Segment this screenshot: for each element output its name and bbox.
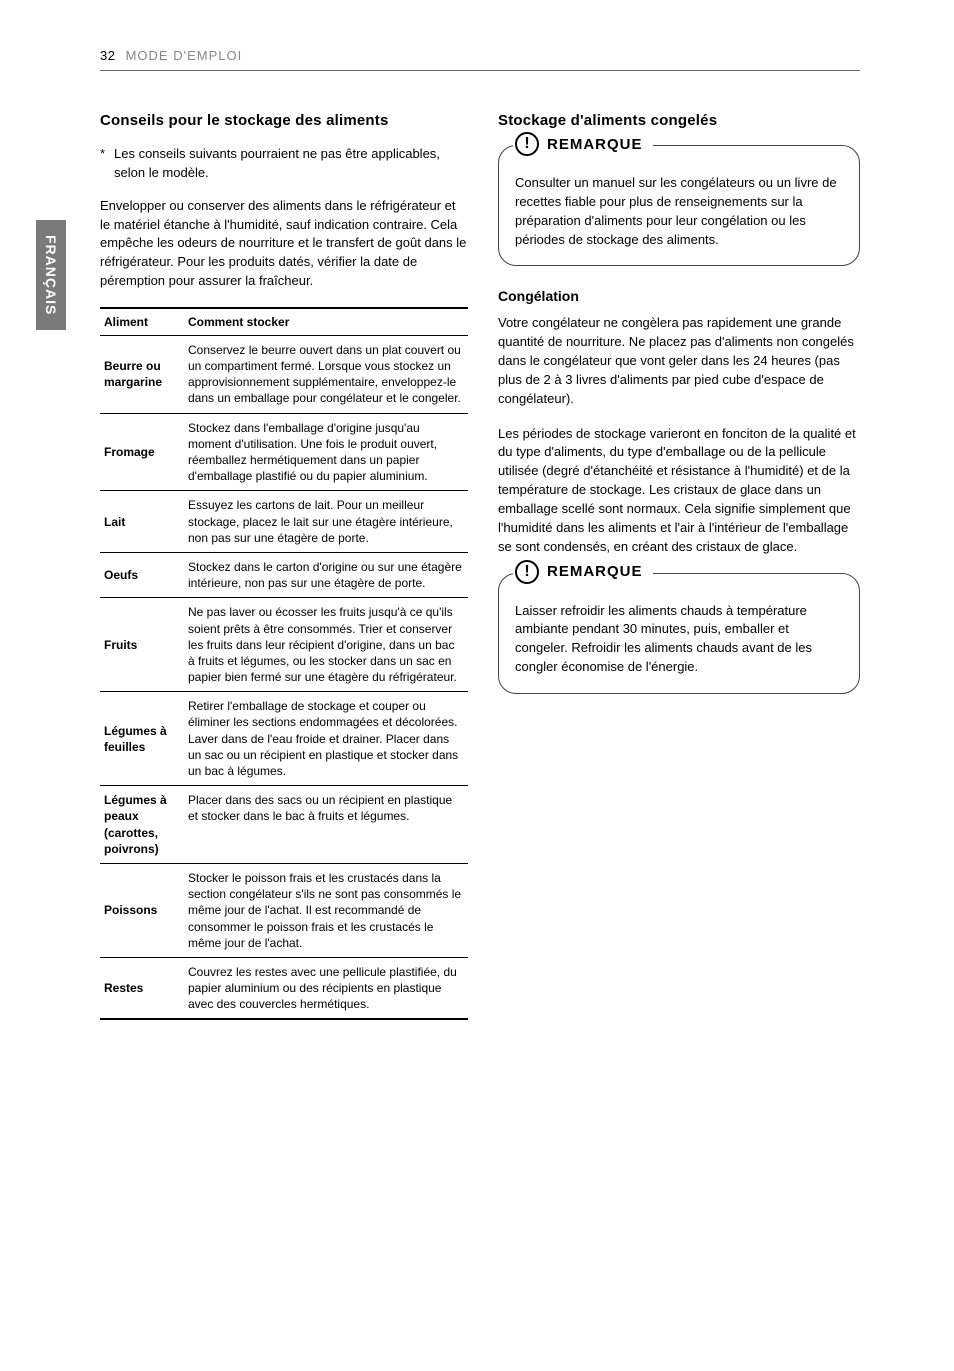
table-row: Restes Couvrez les restes avec une pelli…	[100, 957, 468, 1019]
left-column: Conseils pour le stockage des aliments *…	[100, 112, 468, 1020]
sub-heading: Congélation	[498, 288, 860, 304]
table-header-row: Aliment Comment stocker	[100, 308, 468, 336]
note-label-text: REMARQUE	[547, 136, 643, 153]
food-how: Stockez dans le carton d'origine ou sur …	[184, 552, 468, 597]
note-body: Laisser refroidir les aliments chauds à …	[515, 602, 843, 677]
note-box-2: ! REMARQUE Laisser refroidir les aliment…	[498, 573, 860, 694]
info-icon: !	[515, 560, 539, 584]
col-header-comment: Comment stocker	[184, 308, 468, 336]
right-para-1: Votre congélateur ne congèlera pas rapid…	[498, 314, 860, 408]
info-icon: !	[515, 132, 539, 156]
food-name: Fromage	[100, 413, 184, 491]
table-row: Fruits Ne pas laver ou écosser les fruit…	[100, 598, 468, 692]
note-row: * Les conseils suivants pourraient ne pa…	[100, 145, 468, 183]
table-row: Oeufs Stockez dans le carton d'origine o…	[100, 552, 468, 597]
note-box-1: ! REMARQUE Consulter un manuel sur les c…	[498, 145, 860, 266]
note-label: ! REMARQUE	[513, 132, 653, 156]
intro-paragraph: Envelopper ou conserver des aliments dan…	[100, 197, 468, 291]
food-name: Fruits	[100, 598, 184, 692]
food-name: Restes	[100, 957, 184, 1019]
food-how: Couvrez les restes avec une pellicule pl…	[184, 957, 468, 1019]
col-header-aliment: Aliment	[100, 308, 184, 336]
language-tab: FRANÇAIS	[36, 220, 66, 330]
right-column: Stockage d'aliments congelés ! REMARQUE …	[498, 112, 860, 716]
food-how: Essuyez les cartons de lait. Pour un mei…	[184, 491, 468, 553]
left-heading: Conseils pour le stockage des aliments	[100, 112, 468, 129]
section-title: MODE D'EMPLOI	[126, 48, 243, 63]
asterisk: *	[100, 145, 114, 183]
food-how: Ne pas laver ou écosser les fruits jusqu…	[184, 598, 468, 692]
note-body: Consulter un manuel sur les congélateurs…	[515, 174, 843, 249]
table-row: Poissons Stocker le poisson frais et les…	[100, 863, 468, 957]
food-how: Stockez dans l'emballage d'origine jusqu…	[184, 413, 468, 491]
food-storage-table: Aliment Comment stocker Beurre ou margar…	[100, 307, 468, 1021]
food-name: Poissons	[100, 863, 184, 957]
header-rule	[100, 70, 860, 71]
food-name: Légumes à peaux (carottes, poivrons)	[100, 786, 184, 864]
page-header: 32 MODE D'EMPLOI	[100, 48, 242, 63]
right-heading: Stockage d'aliments congelés	[498, 112, 860, 129]
note-text: Les conseils suivants pourraient ne pas …	[114, 145, 468, 183]
table-row: Beurre ou margarine Conservez le beurre …	[100, 335, 468, 413]
note-label: ! REMARQUE	[513, 560, 653, 584]
language-tab-label: FRANÇAIS	[43, 235, 59, 315]
food-name: Oeufs	[100, 552, 184, 597]
food-how: Placer dans des sacs ou un récipient en …	[184, 786, 468, 864]
note-label-text: REMARQUE	[547, 563, 643, 580]
food-how: Stocker le poisson frais et les crustacé…	[184, 863, 468, 957]
food-how: Retirer l'emballage de stockage et coupe…	[184, 692, 468, 786]
food-name: Lait	[100, 491, 184, 553]
table-row: Légumes à feuilles Retirer l'emballage d…	[100, 692, 468, 786]
food-how: Conservez le beurre ouvert dans un plat …	[184, 335, 468, 413]
page-number: 32	[100, 48, 115, 63]
table-row: Lait Essuyez les cartons de lait. Pour u…	[100, 491, 468, 553]
right-para-2: Les périodes de stockage varieront en fo…	[498, 425, 860, 557]
food-name: Légumes à feuilles	[100, 692, 184, 786]
table-row: Fromage Stockez dans l'emballage d'origi…	[100, 413, 468, 491]
food-name: Beurre ou margarine	[100, 335, 184, 413]
table-row: Légumes à peaux (carottes, poivrons) Pla…	[100, 786, 468, 864]
